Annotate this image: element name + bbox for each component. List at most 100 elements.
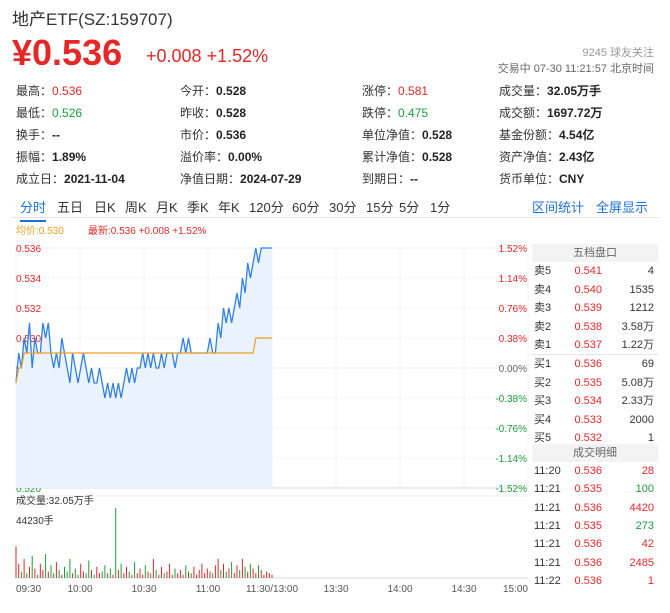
row-price: 0.541	[574, 265, 602, 277]
row-volume: 4420	[629, 501, 654, 514]
row-volume: 28	[641, 465, 654, 477]
row-volume: 5.08万	[621, 376, 654, 389]
tab-period[interactable]: 年K	[218, 200, 240, 215]
row-label: 11:21	[534, 556, 561, 569]
percent-tick-label: -0.38%	[495, 394, 527, 405]
stat-item: 到期日：--	[362, 169, 418, 189]
trade-row: 11:21 0.535 273	[532, 517, 658, 535]
stat-label: 振幅：	[16, 150, 53, 164]
row-volume: 4	[647, 265, 654, 277]
percent-tick-label: -1.14%	[495, 454, 527, 465]
stat-item: 成交量：32.05万手	[499, 81, 601, 101]
tab-period[interactable]: 日K	[94, 200, 116, 215]
row-price: 0.537	[574, 339, 602, 352]
stat-label: 溢价率：	[180, 150, 229, 164]
orderbook-row: 卖5 0.541 4	[532, 262, 658, 280]
price-area	[16, 248, 272, 488]
row-price: 0.536	[574, 538, 602, 551]
change-value: +0.008	[146, 46, 202, 66]
fund-title: 地产ETF(SZ:159707)	[12, 10, 173, 29]
row-price: 0.536	[574, 574, 602, 587]
stat-label: 基金份额：	[499, 128, 560, 142]
stat-value: 0.536	[52, 84, 83, 98]
stat-label: 单位净值：	[362, 128, 423, 142]
row-label: 卖5	[534, 265, 552, 277]
volume-max-label: 44230手	[16, 514, 54, 527]
orderbook-row: 买3 0.534 2.33万	[532, 392, 658, 410]
stat-label: 涨停：	[362, 84, 399, 98]
stat-item: 累计净值：0.528	[362, 147, 452, 167]
tab-period[interactable]: 五日	[57, 200, 84, 215]
legend-average: 均价:0.530	[16, 225, 64, 237]
row-label: 买3	[534, 395, 552, 408]
stat-label: 今开：	[180, 84, 217, 98]
stat-value: --	[410, 172, 419, 186]
percent-tick-label: 0.00%	[499, 364, 527, 375]
trades-title: 成交明细	[532, 444, 658, 462]
tab-period[interactable]: 季K	[187, 200, 209, 215]
row-label: 11:21	[534, 501, 561, 514]
row-price: 0.539	[574, 302, 602, 315]
row-label: 11:21	[534, 538, 561, 551]
stat-item: 涨停：0.581	[362, 81, 428, 101]
stat-value: 0.528	[422, 128, 453, 142]
row-label: 卖3	[534, 302, 552, 315]
tab-intraday[interactable]: 分时	[20, 197, 47, 222]
tab-period[interactable]: 30分	[329, 200, 357, 215]
row-price: 0.532	[574, 432, 602, 445]
tab-period[interactable]: 月K	[156, 200, 178, 215]
tab-period[interactable]: 5分	[399, 200, 420, 215]
stat-label: 到期日：	[362, 172, 411, 186]
tab-period[interactable]: 60分	[292, 200, 320, 215]
price-tick-label: 0.534	[16, 274, 41, 285]
stat-value: 4.54亿	[559, 128, 595, 142]
stat-item: 市价：0.536	[180, 125, 246, 145]
fullscreen-link[interactable]: 全屏显示	[596, 200, 649, 215]
row-label: 买1	[534, 358, 552, 370]
row-price: 0.540	[574, 283, 602, 296]
row-label: 卖1	[534, 339, 552, 352]
row-price: 0.536	[574, 501, 602, 514]
stat-item: 换手：--	[16, 125, 60, 145]
stat-item: 跌停：0.475	[362, 103, 428, 123]
volume-label: 成交量:32.05万手	[16, 494, 94, 507]
row-volume: 1	[647, 574, 654, 587]
stat-label: 货币单位：	[499, 172, 560, 186]
time-tick-label: 15:00	[503, 584, 528, 595]
followers-count[interactable]: 9245 球友关注	[582, 47, 654, 59]
tab-period[interactable]: 周K	[125, 200, 147, 215]
range-stats-link[interactable]: 区间统计	[532, 200, 585, 215]
trade-row: 11:21 0.536 2485	[532, 554, 658, 572]
trade-row: 11:21 0.536 4420	[532, 499, 658, 517]
average-line	[15, 337, 272, 384]
trade-row: 11:21 0.535 100	[532, 480, 658, 498]
percent-tick-label: 0.38%	[499, 334, 527, 345]
change-percent: +1.52%	[206, 46, 269, 66]
row-volume: 273	[635, 519, 654, 532]
row-volume: 1	[647, 432, 654, 445]
tab-period[interactable]: 15分	[366, 200, 394, 215]
tab-period[interactable]: 1分	[430, 200, 451, 215]
percent-tick-label: 1.14%	[499, 274, 527, 285]
row-label: 买5	[534, 432, 552, 445]
chart-tabs: 分时 五日 日K 周K 月K 季K 年K 120分 60分 30分 15分 5分 1分 区间统计 全屏显示	[10, 193, 660, 222]
time-tick-label: 11:30/13:00	[246, 584, 299, 595]
row-volume: 2.33万	[621, 395, 654, 408]
orderbook-row: 卖1 0.537 1.22万	[532, 336, 658, 354]
row-price: 0.533	[574, 413, 602, 426]
stat-value: 2.43亿	[559, 150, 595, 164]
stat-item: 今开：0.528	[180, 81, 246, 101]
stat-label: 成交量：	[499, 84, 548, 98]
trading-status: 交易中 07-30 11:21:57 北京时间	[497, 63, 654, 75]
percent-tick-label: -1.52%	[495, 484, 527, 495]
row-volume: 1.22万	[621, 339, 654, 352]
orderbook-row: 买4 0.533 2000	[532, 411, 658, 429]
stat-value: --	[52, 128, 61, 142]
tab-period[interactable]: 120分	[249, 200, 284, 215]
stat-value: CNY	[559, 172, 585, 186]
price-change: +0.008 +1.52%	[146, 46, 268, 67]
stat-value: 0.528	[216, 84, 247, 98]
row-label: 11:21	[534, 519, 561, 532]
stat-item: 成立日：2021-11-04	[16, 169, 125, 189]
stat-label: 最低：	[16, 106, 53, 120]
